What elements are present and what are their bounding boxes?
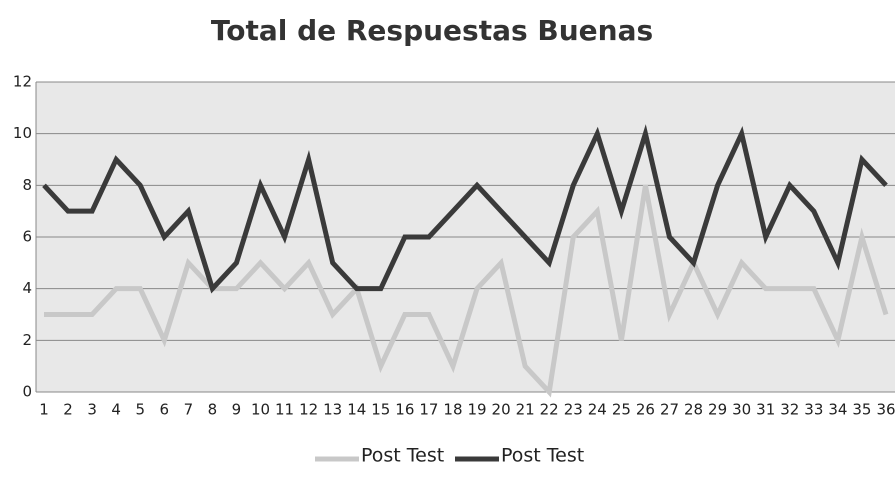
legend-label: Post Test	[361, 445, 444, 467]
x-tick-label: 21	[516, 401, 535, 419]
x-tick-label: 16	[395, 401, 414, 419]
x-tick-label: 5	[135, 401, 145, 419]
x-tick-label: 36	[876, 401, 895, 419]
x-tick-label: 35	[852, 401, 871, 419]
x-tick-label: 33	[804, 401, 823, 419]
chart-title: Total de Respuestas Buenas	[211, 14, 653, 47]
legend-label: Post Test	[501, 445, 584, 467]
x-tick-label: 25	[612, 401, 631, 419]
x-tick-label: 24	[588, 401, 607, 419]
x-tick-label: 32	[780, 401, 799, 419]
x-tick-label: 12	[299, 401, 318, 419]
x-tick-label: 6	[160, 401, 170, 419]
x-tick-label: 8	[208, 401, 218, 419]
y-tick-label: 0	[22, 383, 32, 401]
y-tick-label: 12	[13, 73, 32, 91]
x-tick-label: 9	[232, 401, 242, 419]
line-series	[44, 184, 889, 398]
x-tick-label: 31	[756, 401, 775, 419]
x-tick-label: 29	[708, 401, 727, 419]
x-tick-label: 4	[111, 401, 121, 419]
y-tick-label: 10	[13, 124, 32, 142]
x-tick-label: 1	[39, 401, 49, 419]
x-tick-label: 26	[636, 401, 655, 419]
x-tick-label: 18	[443, 401, 462, 419]
x-tick-label: 7	[184, 401, 194, 419]
x-tick-label: 2	[63, 401, 73, 419]
x-tick-label: 22	[540, 401, 559, 419]
y-tick-label: 4	[22, 279, 32, 297]
x-tick-label: 20	[492, 401, 511, 419]
x-tick-label: 13	[323, 401, 342, 419]
x-tick-label: 19	[467, 401, 486, 419]
x-tick-label: 11	[275, 401, 294, 419]
x-tick-label: 23	[564, 401, 583, 419]
x-tick-label: 15	[371, 401, 390, 419]
x-tick-label: 27	[660, 401, 679, 419]
x-tick-label: 30	[732, 401, 751, 419]
y-tick-label: 8	[22, 176, 32, 194]
x-tick-label: 17	[419, 401, 438, 419]
y-tick-label: 6	[22, 228, 32, 246]
x-tick-label: 14	[347, 401, 366, 419]
y-tick-label: 2	[22, 331, 32, 349]
line-series	[42, 124, 888, 294]
x-tick-label: 28	[684, 401, 703, 419]
x-tick-label: 3	[87, 401, 97, 419]
x-tick-label: 10	[251, 401, 270, 419]
x-tick-label: 34	[828, 401, 847, 419]
